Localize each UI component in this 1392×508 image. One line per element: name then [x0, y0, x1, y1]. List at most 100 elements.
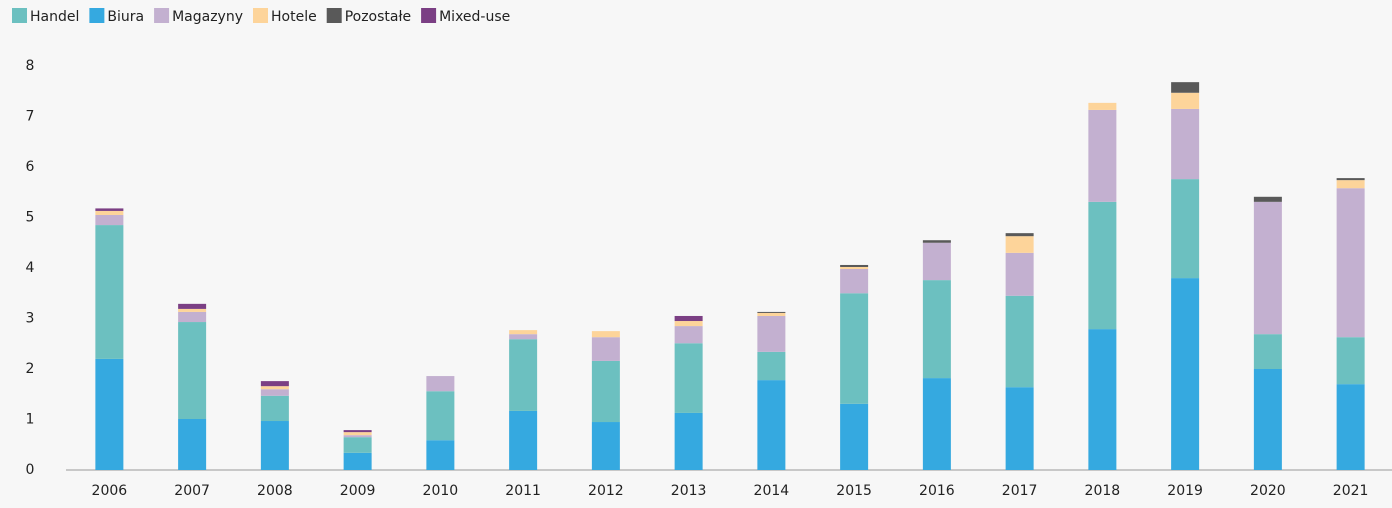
- bar-segment: [1171, 278, 1200, 470]
- bar-segment: [343, 432, 372, 436]
- bar-segment: [757, 380, 786, 470]
- bar-segment: [840, 264, 869, 267]
- y-tick-label: 7: [26, 109, 35, 125]
- legend-label: Magazyny: [172, 9, 243, 25]
- bar-segment: [1253, 334, 1282, 369]
- y-tick-label: 0: [26, 462, 35, 478]
- bar-segment: [1336, 337, 1365, 385]
- x-tick-label: 2011: [505, 483, 541, 499]
- bar-segment: [178, 322, 207, 419]
- bar-segment: [1088, 102, 1117, 110]
- bar-segment: [757, 312, 786, 316]
- bar-segment: [509, 334, 538, 340]
- x-tick-label: 2008: [257, 483, 293, 499]
- bar-segment: [591, 422, 620, 470]
- legend-label: Handel: [30, 9, 79, 25]
- bar-segment: [509, 410, 538, 470]
- bar-segment: [922, 280, 951, 379]
- bar-segment: [757, 351, 786, 381]
- bar-segment: [260, 421, 289, 470]
- bar-segment: [95, 214, 124, 226]
- bar-segment: [922, 240, 951, 243]
- bar-segment: [1336, 180, 1365, 189]
- x-tick-label: 2007: [174, 483, 210, 499]
- x-tick-label: 2020: [1250, 483, 1286, 499]
- legend-swatch: [89, 8, 105, 23]
- bar-segment: [260, 389, 289, 396]
- x-tick-label: 2006: [92, 483, 128, 499]
- bar-segment: [922, 378, 951, 470]
- bar-segment: [840, 266, 869, 270]
- x-tick-label: 2018: [1085, 483, 1121, 499]
- bar-segment: [674, 321, 703, 327]
- legend-label: Pozostałe: [345, 9, 411, 25]
- bar-segment: [260, 395, 289, 422]
- x-tick-label: 2014: [754, 483, 790, 499]
- bar-segment: [591, 360, 620, 423]
- bar-segment: [840, 293, 869, 404]
- bar-segment: [1253, 201, 1282, 335]
- bar-segment: [1088, 109, 1117, 202]
- bar-segment: [757, 311, 786, 313]
- bar-segment: [178, 418, 207, 470]
- bar-segment: [1088, 329, 1117, 470]
- x-tick-label: 2021: [1333, 483, 1369, 499]
- bar-segment: [840, 269, 869, 294]
- bar-segment: [95, 210, 124, 215]
- x-tick-label: 2012: [588, 483, 624, 499]
- bar-segment: [1171, 92, 1200, 109]
- bar-segment: [1171, 82, 1200, 93]
- legend-label: Hotele: [271, 9, 317, 25]
- x-tick-label: 2015: [836, 483, 872, 499]
- legend-label: Mixed-use: [439, 9, 510, 25]
- x-tick-label: 2019: [1167, 483, 1203, 499]
- bar-segment: [1088, 201, 1117, 330]
- bar-segment: [178, 311, 207, 323]
- bar-segment: [840, 403, 869, 470]
- y-tick-label: 5: [26, 210, 35, 226]
- bar-segment: [1005, 387, 1034, 470]
- bar-segment: [509, 339, 538, 411]
- bar-segment: [95, 208, 124, 211]
- bar-segment: [1171, 108, 1200, 180]
- x-tick-label: 2010: [423, 483, 459, 499]
- bar-segment: [95, 358, 124, 470]
- bar-segment: [1336, 384, 1365, 470]
- bar-segment: [1005, 295, 1034, 388]
- bar-segment: [426, 391, 455, 441]
- y-tick-label: 8: [26, 58, 35, 74]
- bar-segment: [1005, 233, 1034, 237]
- legend-label: Biura: [107, 9, 144, 25]
- bar-segment: [1336, 178, 1365, 181]
- y-tick-label: 1: [26, 412, 35, 428]
- x-tick-label: 2017: [1002, 483, 1038, 499]
- bar-segment: [1005, 252, 1034, 296]
- bar-segment: [260, 386, 289, 390]
- legend-swatch: [253, 8, 268, 23]
- y-tick-label: 2: [26, 361, 35, 377]
- bar-segment: [426, 376, 455, 392]
- bar-segment: [1253, 196, 1282, 202]
- bar-segment: [343, 435, 372, 438]
- legend-swatch: [421, 8, 437, 23]
- y-tick-label: 3: [26, 311, 35, 327]
- bar-segment: [922, 242, 951, 281]
- bar-segment: [674, 315, 703, 322]
- y-tick-label: 6: [26, 159, 35, 175]
- x-tick-label: 2009: [340, 483, 376, 499]
- legend-swatch: [326, 8, 342, 23]
- legend-swatch: [12, 8, 27, 23]
- bar-segment: [674, 343, 703, 413]
- bar-segment: [178, 303, 207, 309]
- bar-segment: [1171, 179, 1200, 279]
- bar-segment: [674, 326, 703, 344]
- bar-segment: [674, 412, 703, 470]
- bar-segment: [591, 337, 620, 361]
- bar-segment: [509, 330, 538, 335]
- x-tick-label: 2016: [919, 483, 955, 499]
- legend-swatch: [154, 8, 170, 23]
- bar-segment: [426, 440, 455, 470]
- bar-segment: [343, 437, 372, 453]
- bar-segment: [1005, 236, 1034, 253]
